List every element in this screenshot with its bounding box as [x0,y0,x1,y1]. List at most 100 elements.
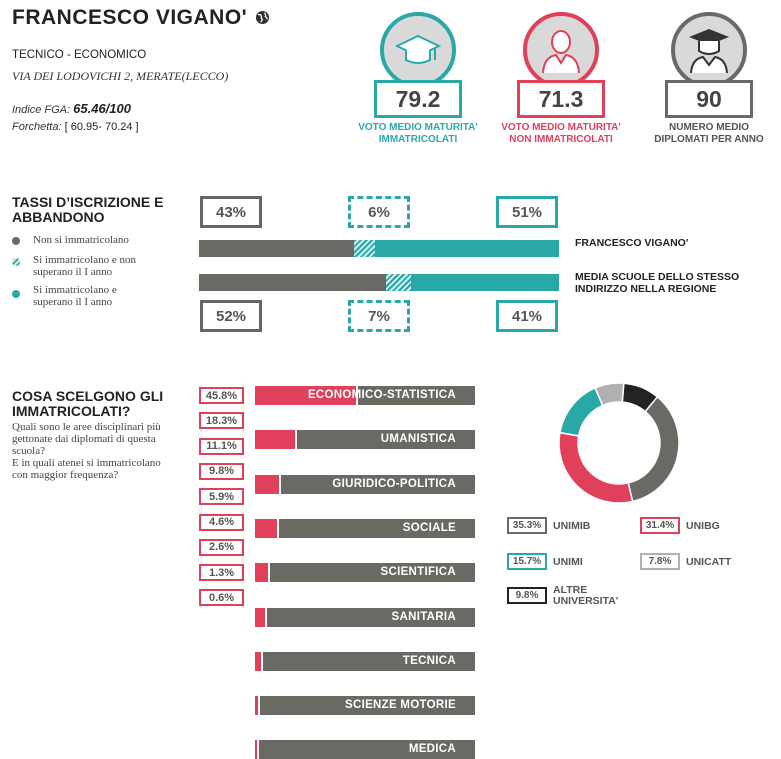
donut-slice [627,395,680,503]
area-bar: UMANISTICA [255,430,475,450]
area-pct: 11.1% [199,437,244,455]
title-line: COSA SCELGONO GLI [12,388,164,404]
area-pct: 45.8% [199,387,244,404]
area-label: UMANISTICA [380,433,456,446]
donut-slice [559,386,604,437]
area-bar-fill [255,430,296,450]
area-bar-separator [355,386,358,405]
area-bar-fill [255,474,280,494]
area-bar-separator [257,696,260,716]
area-bar-fill [255,563,268,583]
stat-label: NUMERO MEDIO DIPLOMATI PER ANNO [639,122,779,146]
bar-segment-non-enrolled [199,240,354,257]
school-non-enrolled-pct: 43% [200,196,262,228]
area-pct: 1.3% [199,564,244,582]
area-label: GIURIDICO-POLITICA [332,477,456,490]
area-bar: SOCIALE [255,518,475,538]
legend-dot [12,290,20,298]
uni-pct: 9.8% [507,587,547,604]
area-pct: 9.8% [199,462,244,480]
enrollment-title: TASSI D’ISCRIZIONE E ABBANDONO [12,195,163,225]
fork-range: Forchetta: [ 60.95- 70.24 ] [12,121,139,133]
uni-name-line: ALTRE [553,584,588,596]
stat-value: 90 [665,80,753,118]
title-line: ABBANDONO [12,209,105,225]
region-non-enrolled-pct: 52% [200,300,262,332]
school-enrollment-bar [199,240,559,257]
legend-line: Si immatricolano e non [33,254,136,266]
question-line: E in quali atenei si immatricolano [12,457,161,469]
stat-label-line: IMMATRICOLATI [378,134,458,145]
donut-slice [558,431,634,504]
legend-dot [12,258,20,266]
stat-label-line: DIPLOMATI PER ANNO [654,134,764,145]
school-dropout-pct: 6% [348,196,410,228]
stat-label-line: NON IMMATRICOLATI [509,134,613,145]
graduation-cap-icon [380,12,456,88]
area-bar: MEDICA [255,740,475,759]
area-bar: SANITARIA [255,607,475,627]
area-bar-separator [276,518,279,538]
area-bar-separator [279,474,282,494]
legend-line: Si immatricolano e [33,284,117,296]
area-bar: GIURIDICO-POLITICA [255,474,475,494]
bar-segment-dropout [386,274,412,291]
bar-segment-continuing [411,274,559,291]
fga-index: Indice FGA: 65.46/100 [12,101,131,116]
choices-title: COSA SCELGONO GLI IMMATRICOLATI? [12,389,163,419]
area-pct: 4.6% [199,513,244,531]
donut-slice [594,382,625,407]
area-pct: 2.6% [199,538,244,556]
uni-name: UNIBG [686,520,720,532]
person-icon [523,12,599,88]
choices-question: Quali sono le aree disciplinari più gett… [12,421,161,481]
area-label: SOCIALE [402,521,456,534]
uni-pct: 35.3% [507,517,547,534]
area-label: ECONOMICO-STATISTICA [307,389,456,401]
stat-value: 79.2 [374,80,462,118]
legend-dot [12,237,20,245]
stat-label-line: VOTO MEDIO MATURITA' [358,122,478,133]
legend-line: superano il I anno [33,266,113,278]
stat-voto-immatricolati: 79.2 [372,12,464,120]
question-line: Quali sono le aree disciplinari più [12,421,161,433]
uni-name: UNIMIB [553,520,591,532]
bar-segment-continuing [375,240,559,257]
question-line: scuola? [12,445,45,457]
region-dropout-pct: 7% [348,300,410,332]
globe-icon[interactable] [255,10,270,25]
areas-chart: 45.8% ECONOMICO-STATISTICA 18.3% UMANISTICA… [199,386,479,759]
area-bar: SCIENTIFICA [255,563,475,583]
fork-value: [ 60.95- 70.24 ] [64,121,139,133]
area-pct: 18.3% [199,412,244,430]
stat-label-line: NUMERO MEDIO [669,122,749,133]
bar-segment-dropout [353,240,376,257]
legend-item: Si immatricolano e non superano il I ann… [33,254,136,278]
region-enrollment-bar [199,274,559,291]
stat-label: VOTO MEDIO MATURITA' NON IMMATRICOLATI [491,122,631,146]
area-label: SCIENZE MOTORIE [345,699,456,712]
stat-voto-non-immatricolati: 71.3 [515,12,607,120]
school-continuing-pct: 51% [496,196,558,228]
uni-pct: 7.8% [640,553,680,570]
fga-value: 65.46/100 [73,101,131,116]
area-label: MEDICA [408,743,456,756]
area-label: SCIENTIFICA [380,566,456,579]
area-label: SANITARIA [391,610,456,623]
school-name: FRANCESCO VIGANO' [12,6,248,29]
area-bar: TECNICA [255,651,475,671]
fork-label: Forchetta: [12,121,62,133]
fga-label: Indice FGA: [12,104,71,116]
label-line: MEDIA SCUOLE DELLO STESSO [575,271,740,283]
title-line: IMMATRICOLATI? [12,403,131,419]
uni-name: UNIMI [553,556,583,568]
area-bar-fill [255,607,266,627]
area-bar: ECONOMICO-STATISTICA [255,386,475,405]
legend-item: Si immatricolano e superano il I anno [33,284,117,308]
legend-line: superano il I anno [33,296,113,308]
uni-name: UNICATT [686,556,732,568]
area-bar-fill [255,386,356,405]
legend-item: Non si immatricolano [33,234,129,246]
region-continuing-pct: 41% [496,300,558,332]
area-bar-separator [267,563,270,583]
